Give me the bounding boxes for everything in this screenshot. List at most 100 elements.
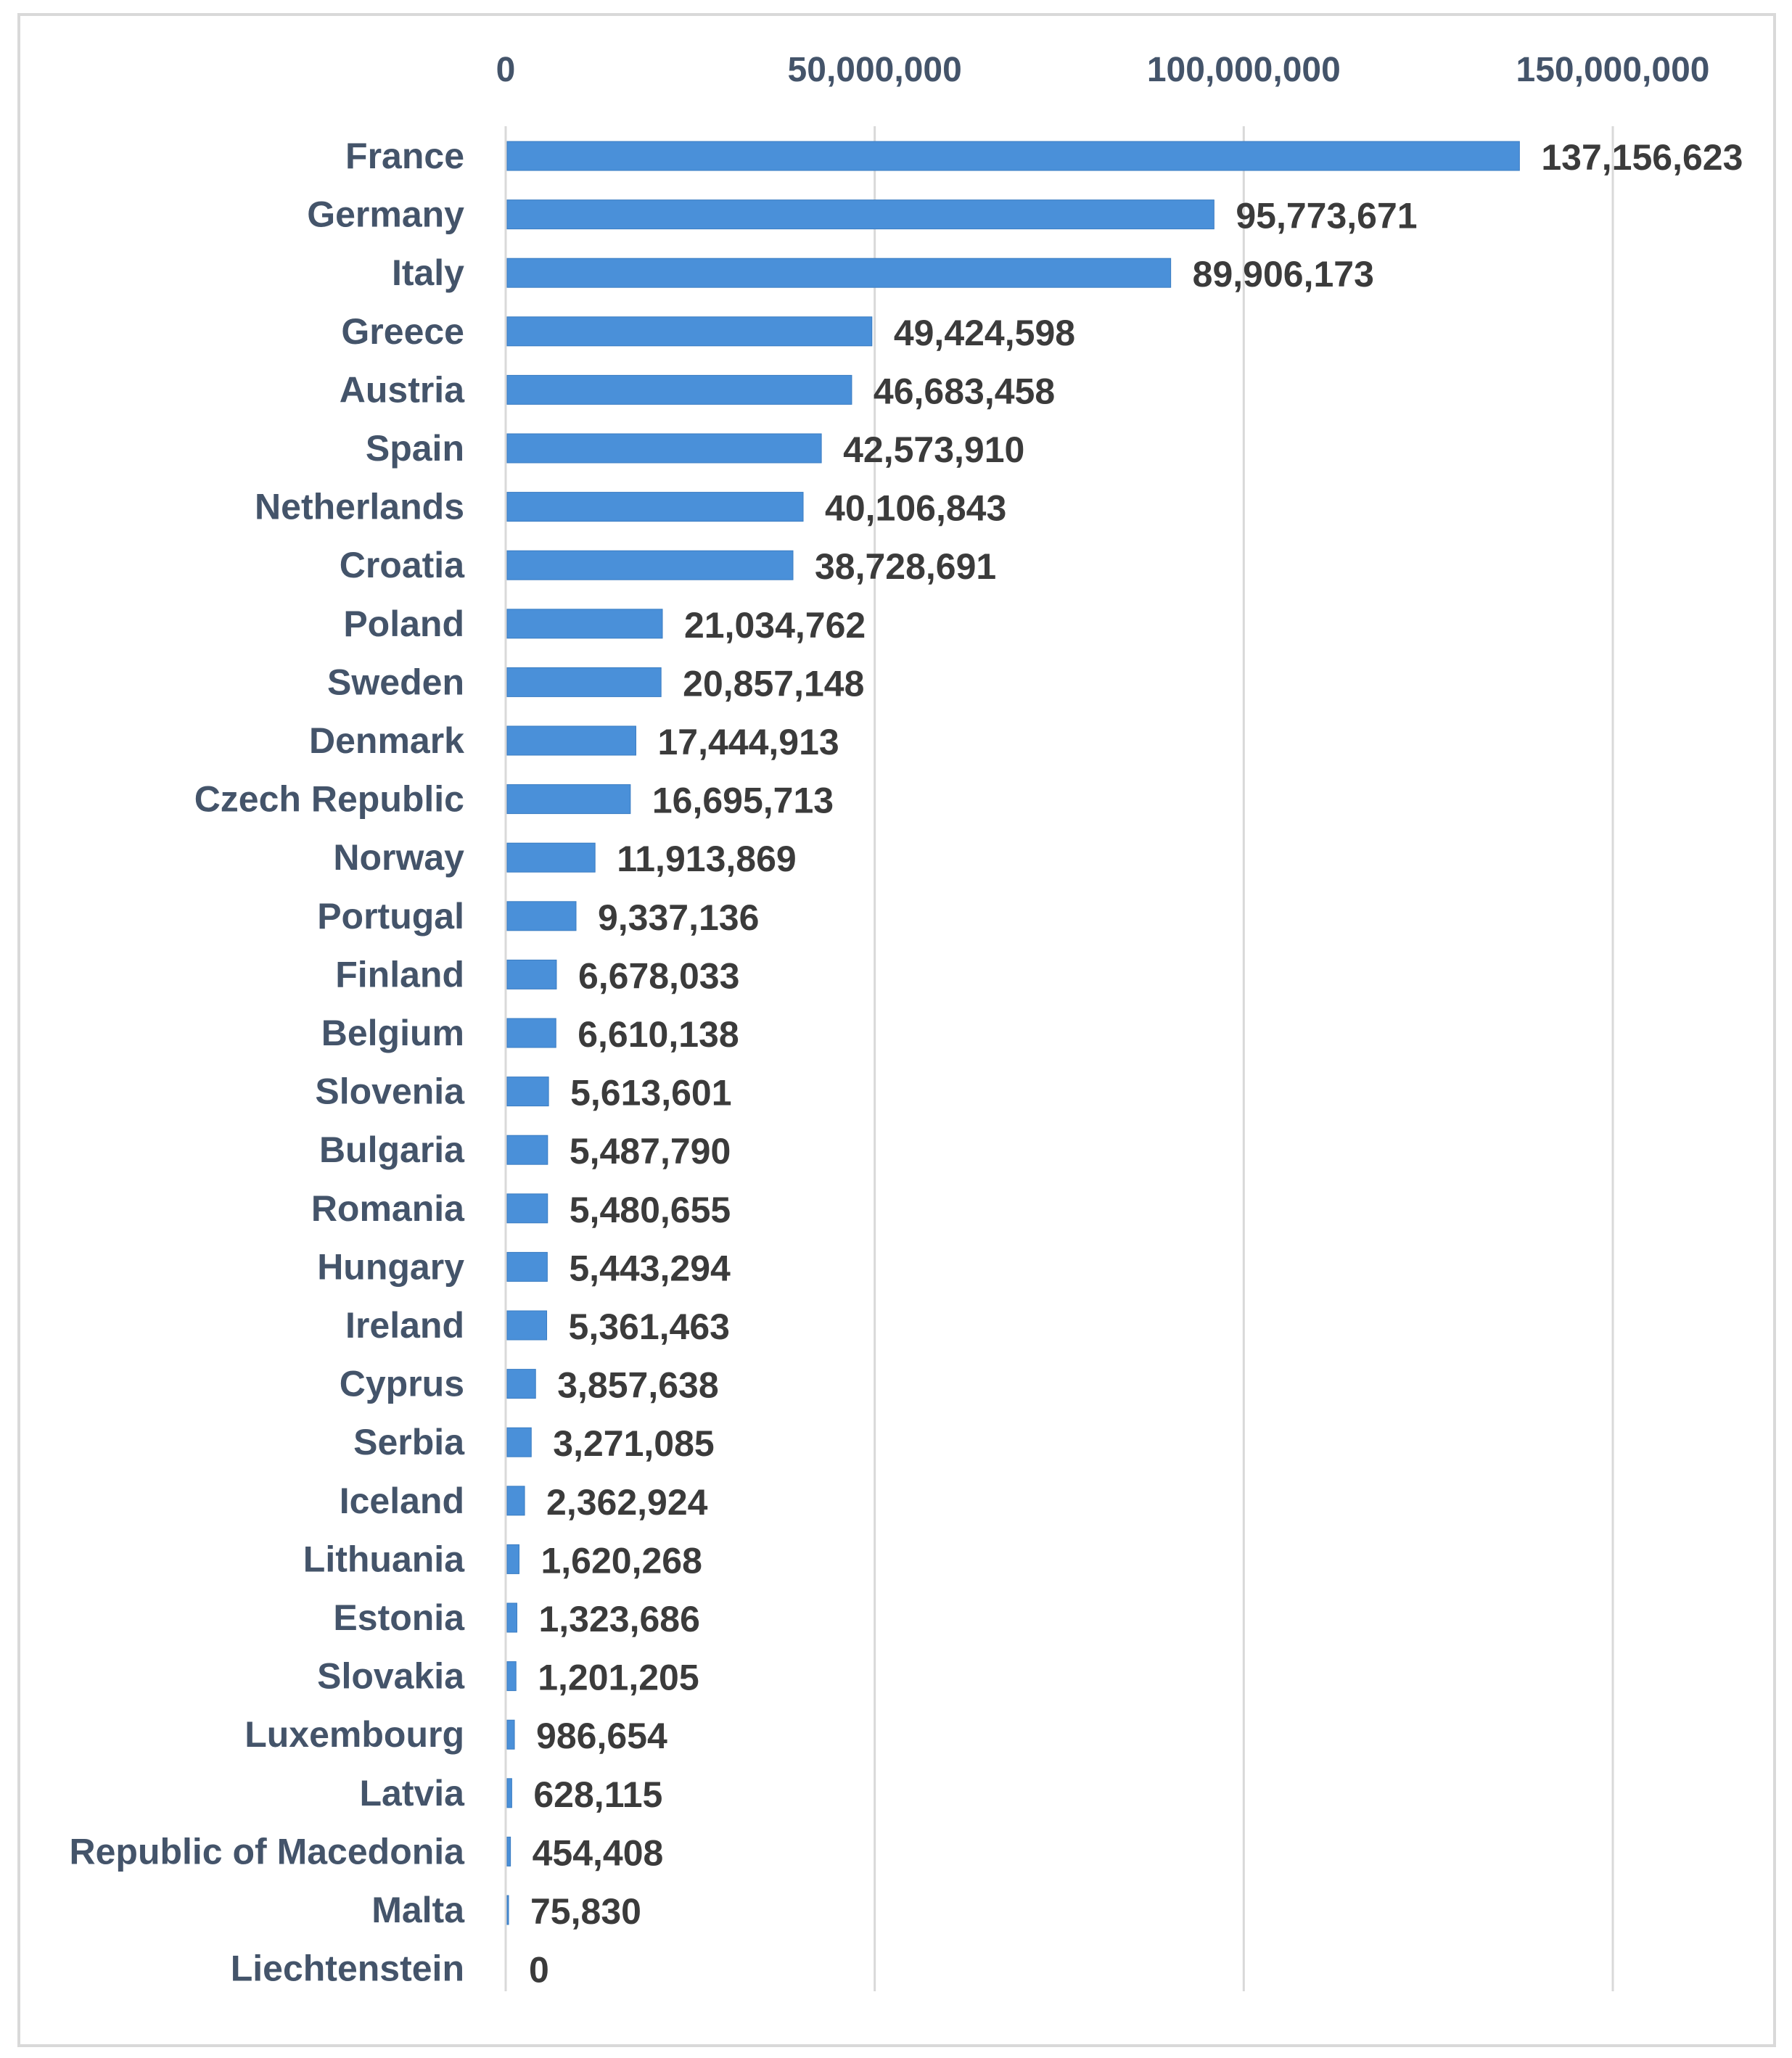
category-labels: France Germany Italy Greece Austria Spain Neth… <box>69 136 465 1989</box>
bar-15 <box>506 1018 556 1048</box>
tick-label-3: 150,000,000 <box>1516 51 1710 89</box>
data-label-6: 40,106,843 <box>825 488 1006 529</box>
bar-28 <box>506 1778 512 1808</box>
category-label-5: Spain <box>366 428 464 469</box>
bar-3 <box>506 316 873 347</box>
category-label-30: Malta <box>371 1890 465 1930</box>
data-label-3: 49,424,598 <box>894 313 1075 353</box>
data-label-22: 3,271,085 <box>553 1423 714 1464</box>
bar-7 <box>506 550 794 580</box>
x-axis-ticks: 0 50,000,000 100,000,000 150,000,000 <box>496 51 1710 89</box>
bar-0 <box>506 141 1520 171</box>
category-label-12: Norway <box>333 837 464 878</box>
data-label-10: 17,444,913 <box>657 722 839 762</box>
data-label-29: 454,408 <box>533 1832 664 1873</box>
chart-frame <box>17 13 1776 2047</box>
bar-11 <box>506 784 631 815</box>
category-label-7: Croatia <box>340 545 465 585</box>
data-label-27: 986,654 <box>536 1716 667 1756</box>
bar-10 <box>506 725 636 756</box>
data-label-16: 5,613,601 <box>570 1073 731 1114</box>
data-label-21: 3,857,638 <box>557 1365 718 1406</box>
data-label-30: 75,830 <box>530 1891 641 1932</box>
category-label-6: Netherlands <box>255 487 464 527</box>
data-label-23: 2,362,924 <box>546 1482 708 1523</box>
category-label-1: Germany <box>307 194 464 235</box>
bar-27 <box>506 1719 515 1750</box>
category-label-19: Hungary <box>317 1246 464 1287</box>
category-label-23: Iceland <box>340 1481 464 1521</box>
bar-9 <box>506 667 662 697</box>
category-label-27: Luxembourg <box>244 1714 464 1755</box>
data-label-25: 1,323,686 <box>538 1599 699 1639</box>
data-label-24: 1,620,268 <box>541 1540 702 1581</box>
category-label-10: Denmark <box>309 720 464 761</box>
data-label-1: 95,773,671 <box>1236 196 1417 236</box>
bar-26 <box>506 1661 517 1692</box>
bar-12 <box>506 842 596 873</box>
category-label-11: Czech Republic <box>194 779 464 820</box>
bar-25 <box>506 1602 517 1633</box>
data-label-18: 5,480,655 <box>570 1190 731 1230</box>
gridlines <box>504 126 1614 1991</box>
category-label-20: Ireland <box>345 1305 464 1346</box>
category-label-21: Cyprus <box>340 1364 464 1404</box>
bar-18 <box>506 1193 548 1224</box>
category-label-25: Estonia <box>333 1597 465 1638</box>
category-label-14: Finland <box>335 954 464 995</box>
data-label-28: 628,115 <box>533 1774 662 1815</box>
category-label-9: Sweden <box>327 662 464 702</box>
data-label-8: 21,034,762 <box>684 605 866 646</box>
bar-21 <box>506 1369 536 1399</box>
bar-22 <box>506 1427 532 1457</box>
bar-13 <box>506 901 577 931</box>
category-label-0: France <box>345 136 464 176</box>
category-label-16: Slovenia <box>315 1071 465 1112</box>
bar-24 <box>506 1544 519 1574</box>
category-label-31: Liechtenstein <box>231 1948 464 1989</box>
data-label-7: 38,728,691 <box>815 546 996 587</box>
category-label-8: Poland <box>343 604 464 644</box>
bar-5 <box>506 433 822 464</box>
bar-17 <box>506 1135 548 1165</box>
bar-14 <box>506 959 557 989</box>
bar-1 <box>506 199 1214 230</box>
category-label-28: Latvia <box>359 1773 465 1814</box>
bar-6 <box>506 492 804 522</box>
data-label-15: 6,610,138 <box>578 1014 739 1055</box>
data-label-4: 46,683,458 <box>874 371 1055 411</box>
category-label-29: Republic of Macedonia <box>69 1831 465 1872</box>
bars <box>506 141 1520 1925</box>
data-labels: 137,156,623 95,773,671 89,906,173 49,424,59… <box>529 137 1743 1991</box>
bar-29 <box>506 1836 511 1866</box>
data-label-12: 11,913,869 <box>617 839 797 879</box>
data-label-2: 89,906,173 <box>1193 254 1374 295</box>
category-label-22: Serbia <box>353 1422 465 1462</box>
tick-label-0: 0 <box>496 51 516 89</box>
category-label-13: Portugal <box>317 896 464 937</box>
bar-4 <box>506 374 852 405</box>
bar-8 <box>506 609 663 639</box>
data-label-31: 0 <box>529 1950 549 1991</box>
category-label-26: Slovakia <box>317 1656 465 1697</box>
data-label-17: 5,487,790 <box>570 1131 731 1172</box>
data-label-19: 5,443,294 <box>569 1248 731 1288</box>
category-label-24: Lithuania <box>303 1539 465 1579</box>
data-label-13: 9,337,136 <box>598 897 759 938</box>
bar-23 <box>506 1486 525 1516</box>
tick-label-1: 50,000,000 <box>788 51 962 89</box>
data-label-11: 16,695,713 <box>652 781 834 821</box>
data-label-26: 1,201,205 <box>538 1658 699 1698</box>
category-label-4: Austria <box>340 369 465 410</box>
category-label-17: Bulgaria <box>319 1129 465 1170</box>
bar-2 <box>506 258 1172 288</box>
data-label-9: 20,857,148 <box>683 663 864 704</box>
bar-20 <box>506 1310 548 1341</box>
bar-19 <box>506 1251 548 1282</box>
bar-30 <box>506 1895 509 1925</box>
tick-label-2: 100,000,000 <box>1147 51 1341 89</box>
data-label-20: 5,361,463 <box>569 1306 730 1347</box>
category-label-15: Belgium <box>321 1013 464 1053</box>
data-label-14: 6,678,033 <box>578 955 739 996</box>
